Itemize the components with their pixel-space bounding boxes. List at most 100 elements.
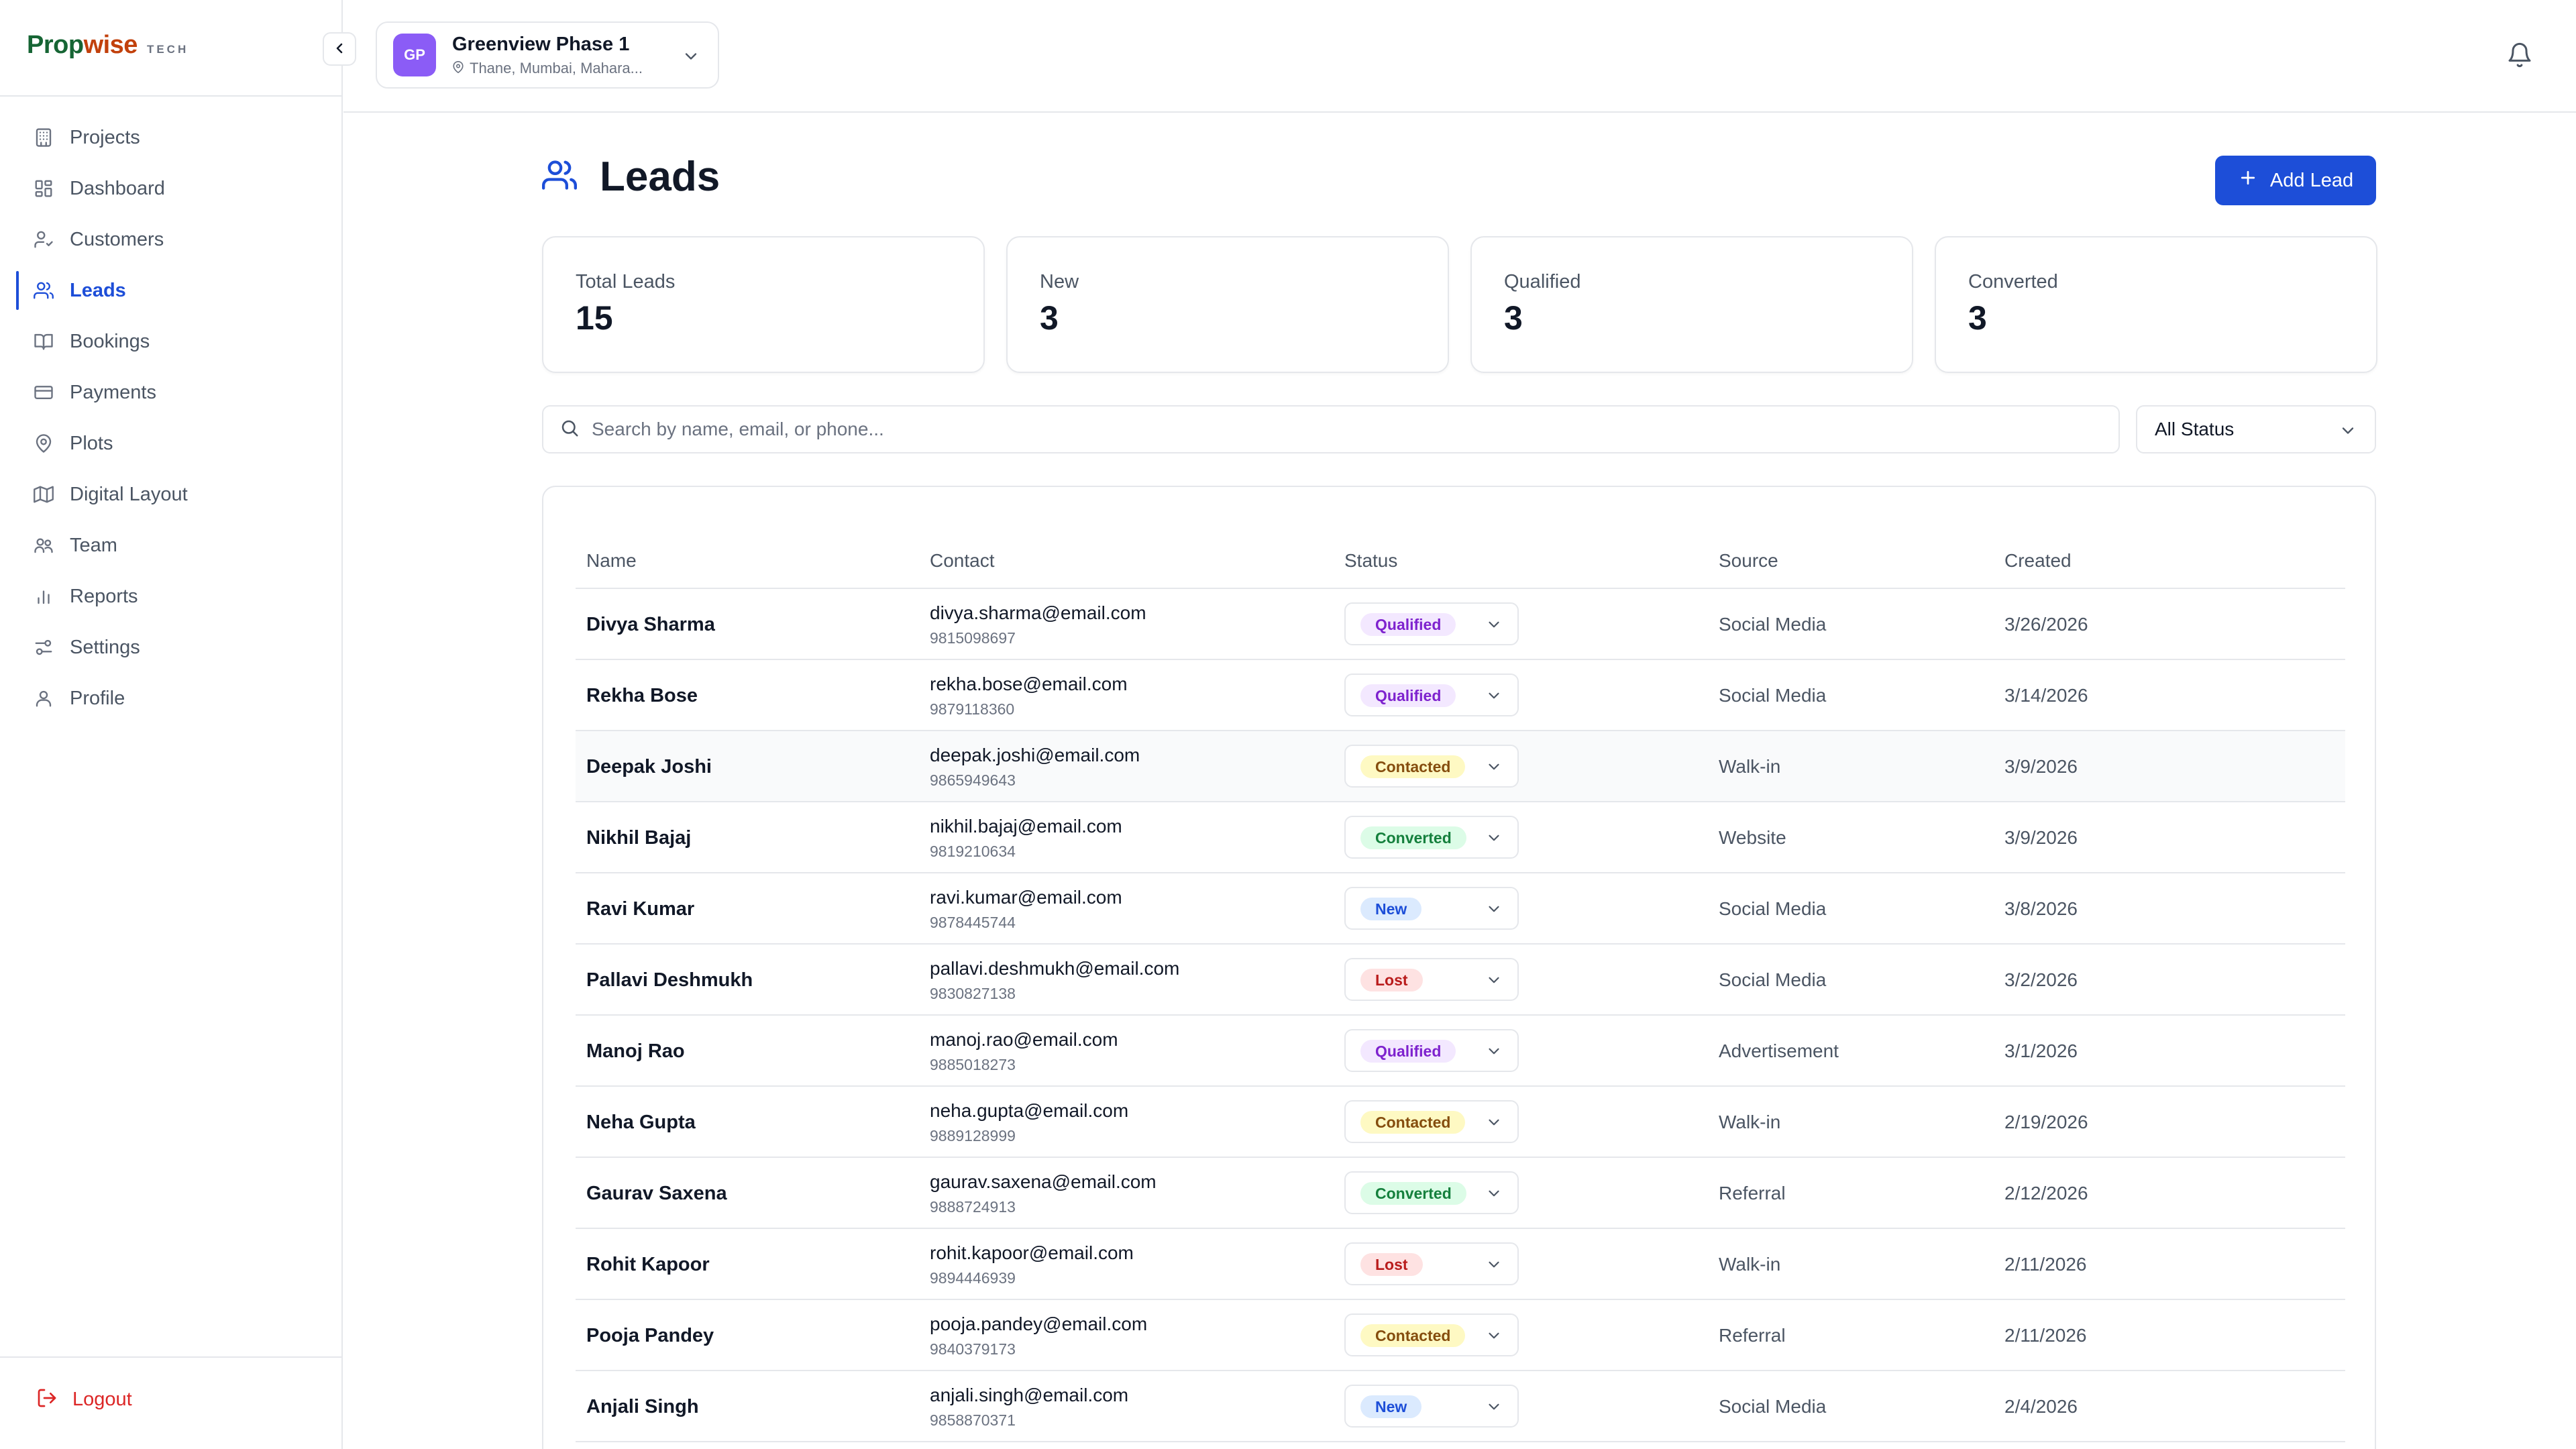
column-header-source[interactable]: Source bbox=[1719, 550, 1778, 571]
chevron-down-icon bbox=[1485, 758, 1503, 779]
column-header-name[interactable]: Name bbox=[586, 550, 637, 571]
chevron-down-icon bbox=[1485, 1327, 1503, 1348]
chevron-down-icon bbox=[2339, 421, 2357, 445]
lead-name: Pooja Pandey bbox=[586, 1325, 714, 1346]
search-box[interactable] bbox=[542, 405, 2120, 453]
lead-status-select[interactable]: Contacted bbox=[1344, 1100, 1519, 1143]
lead-phone: 9865949643 bbox=[930, 771, 1016, 789]
lead-created-date: 3/8/2026 bbox=[2004, 898, 2078, 919]
table-row[interactable]: Nikhil Bajaj nikhil.bajaj@email.com 981921… bbox=[576, 802, 2345, 873]
lead-created-date: 3/2/2026 bbox=[2004, 969, 2078, 990]
sidebar-item-label: Projects bbox=[70, 126, 140, 148]
sliders-icon bbox=[32, 636, 55, 659]
book-icon bbox=[32, 330, 55, 353]
table-row[interactable]: Ravi Kumar ravi.kumar@email.com 9878445744… bbox=[576, 873, 2345, 945]
chevron-down-icon bbox=[1485, 1114, 1503, 1134]
table-row[interactable]: Rekha Bose rekha.bose@email.com 9879118360… bbox=[576, 660, 2345, 731]
table-row[interactable]: Rohit Kapoor rohit.kapoor@email.com 989444… bbox=[576, 1229, 2345, 1300]
lead-status-select[interactable]: Converted bbox=[1344, 1171, 1519, 1214]
logout-label: Logout bbox=[72, 1389, 132, 1410]
users-icon bbox=[542, 158, 577, 196]
search-icon bbox=[559, 418, 580, 441]
sidebar-item-dashboard[interactable]: Dashboard bbox=[16, 166, 326, 211]
lead-created-date: 3/1/2026 bbox=[2004, 1040, 2078, 1061]
sidebar-bottom-divider bbox=[0, 1356, 343, 1358]
lead-created-date: 2/11/2026 bbox=[2004, 1325, 2087, 1346]
sidebar-item-projects[interactable]: Projects bbox=[16, 115, 326, 160]
table-row[interactable]: Neha Gupta neha.gupta@email.com 9889128999… bbox=[576, 1087, 2345, 1158]
lead-status-select[interactable]: Converted bbox=[1344, 816, 1519, 859]
sidebar-item-team[interactable]: Team bbox=[16, 523, 326, 568]
table-row[interactable]: Gaurav Saxena gaurav.saxena@email.com 9888… bbox=[576, 1158, 2345, 1229]
lead-created-date: 2/4/2026 bbox=[2004, 1396, 2078, 1417]
table-row[interactable]: Pallavi Deshmukh pallavi.deshmukh@email.c… bbox=[576, 945, 2345, 1016]
lead-phone: 9885018273 bbox=[930, 1056, 1016, 1073]
project-switcher[interactable]: GP Greenview Phase 1 Thane, Mumbai, Maha… bbox=[376, 21, 719, 89]
lead-status-select[interactable]: Qualified bbox=[1344, 602, 1519, 645]
table-row[interactable]: Anjali Singh anjali.singh@email.com 985887… bbox=[576, 1371, 2345, 1442]
sidebar-item-payments[interactable]: Payments bbox=[16, 370, 326, 415]
page-header: Leads bbox=[542, 153, 720, 201]
lead-created-date: 3/26/2026 bbox=[2004, 614, 2088, 635]
search-input[interactable] bbox=[592, 419, 2068, 440]
chevron-down-icon bbox=[1485, 1042, 1503, 1063]
lead-email: rohit.kapoor@email.com bbox=[930, 1242, 1134, 1263]
sidebar-item-customers[interactable]: Customers bbox=[16, 217, 326, 262]
table-row[interactable]: Deepak Joshi deepak.joshi@email.com 986594… bbox=[576, 731, 2345, 802]
lead-source: Social Media bbox=[1719, 969, 1827, 990]
brand-logo[interactable]: Propwise TECH bbox=[27, 31, 189, 62]
lead-source: Website bbox=[1719, 827, 1786, 848]
status-badge: Converted bbox=[1360, 826, 1466, 849]
brand-name-prop: Prop bbox=[27, 31, 84, 59]
lead-phone: 9894446939 bbox=[930, 1269, 1016, 1287]
status-badge: Qualified bbox=[1360, 613, 1456, 636]
status-filter-select[interactable]: All Status bbox=[2136, 405, 2376, 453]
column-header-status[interactable]: Status bbox=[1344, 550, 1398, 571]
sidebar-item-bookings[interactable]: Bookings bbox=[16, 319, 326, 364]
credit-card-icon bbox=[32, 381, 55, 404]
lead-status-select[interactable]: Contacted bbox=[1344, 745, 1519, 788]
table-header: Name Contact Status Source Created bbox=[576, 534, 2345, 589]
sidebar-item-label: Digital Layout bbox=[70, 483, 188, 505]
table-row[interactable]: Divya Sharma divya.sharma@email.com 981509… bbox=[576, 589, 2345, 660]
add-lead-label: Add Lead bbox=[2269, 169, 2354, 191]
lead-source: Walk-in bbox=[1719, 756, 1781, 777]
lead-status-select[interactable]: Qualified bbox=[1344, 674, 1519, 716]
chevron-down-icon bbox=[682, 47, 700, 69]
lead-name: Deepak Joshi bbox=[586, 756, 712, 777]
users-icon bbox=[32, 279, 55, 302]
user-check-icon bbox=[32, 228, 55, 251]
table-body: Divya Sharma divya.sharma@email.com 981509… bbox=[576, 589, 2345, 1442]
lead-status-select[interactable]: Lost bbox=[1344, 958, 1519, 1001]
sidebar-item-leads[interactable]: Leads bbox=[16, 268, 326, 313]
lead-status-select[interactable]: Qualified bbox=[1344, 1029, 1519, 1072]
lead-name: Manoj Rao bbox=[586, 1040, 685, 1062]
sidebar-item-reports[interactable]: Reports bbox=[16, 574, 326, 619]
lead-status-select[interactable]: Contacted bbox=[1344, 1313, 1519, 1356]
sidebar-divider bbox=[0, 95, 343, 97]
lead-status-select[interactable]: New bbox=[1344, 1385, 1519, 1428]
logout-button[interactable]: Logout bbox=[36, 1387, 132, 1412]
sidebar-item-profile[interactable]: Profile bbox=[16, 676, 326, 720]
lead-status-select[interactable]: Lost bbox=[1344, 1242, 1519, 1285]
column-header-contact[interactable]: Contact bbox=[930, 550, 995, 571]
table-row[interactable]: Pooja Pandey pooja.pandey@email.com 984037… bbox=[576, 1300, 2345, 1371]
notifications-button[interactable] bbox=[2505, 42, 2534, 71]
project-avatar: GP bbox=[393, 34, 436, 76]
chevron-down-icon bbox=[1485, 616, 1503, 637]
lead-source: Social Media bbox=[1719, 898, 1827, 919]
sidebar-item-label: Customers bbox=[70, 228, 164, 250]
status-badge: Contacted bbox=[1360, 755, 1466, 778]
sidebar-item-settings[interactable]: Settings bbox=[16, 625, 326, 669]
status-badge: Lost bbox=[1360, 969, 1423, 991]
sidebar-item-plots[interactable]: Plots bbox=[16, 421, 326, 466]
lead-source: Social Media bbox=[1719, 614, 1827, 635]
column-header-created[interactable]: Created bbox=[2004, 550, 2072, 571]
table-row[interactable]: Manoj Rao manoj.rao@email.com 9885018273 Qu… bbox=[576, 1016, 2345, 1087]
collapse-sidebar-button[interactable] bbox=[323, 32, 356, 66]
add-lead-button[interactable]: Add Lead bbox=[2215, 156, 2376, 205]
map-pin-icon bbox=[452, 60, 470, 77]
sidebar-item-digital-layout[interactable]: Digital Layout bbox=[16, 472, 326, 517]
lead-source: Social Media bbox=[1719, 685, 1827, 706]
lead-status-select[interactable]: New bbox=[1344, 887, 1519, 930]
